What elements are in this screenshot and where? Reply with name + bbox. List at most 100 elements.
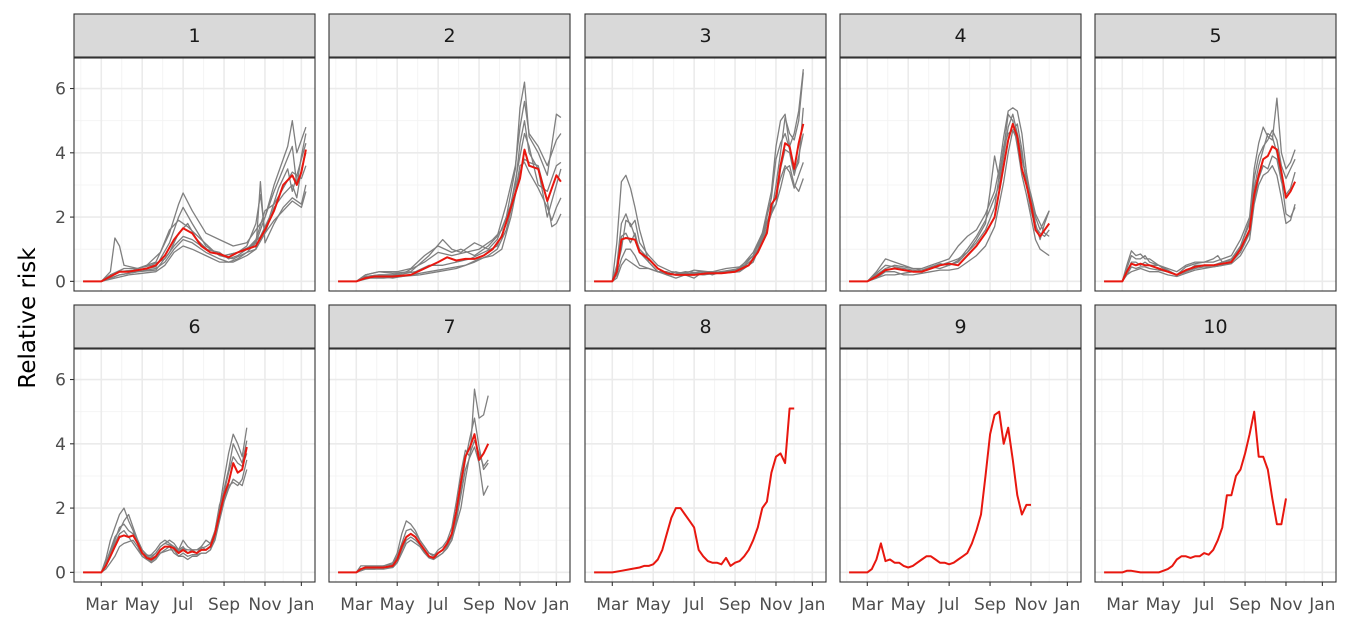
- facet-strip-label: 7: [443, 316, 455, 338]
- facet-strip: [328, 304, 571, 349]
- panel-border: [839, 57, 1082, 292]
- x-tick-label: Sep: [974, 595, 1006, 615]
- facet-strip: [839, 13, 1082, 58]
- sample-series-line-3: [594, 162, 804, 283]
- y-tick-label: 4: [55, 144, 66, 164]
- sample-series-line-1: [83, 120, 307, 283]
- mean-series-line: [1104, 145, 1297, 283]
- x-tick-label: Sep: [463, 595, 495, 615]
- plot-background: [840, 58, 1081, 291]
- facet-panel-2: 2: [328, 13, 571, 292]
- facet-strip-label: 8: [699, 316, 711, 338]
- facet-strip: [1094, 304, 1337, 349]
- y-tick-label: 4: [55, 435, 66, 455]
- x-tick-label: Jan: [1053, 595, 1080, 615]
- sample-series-line-5: [849, 113, 1050, 283]
- facet-strip-label: 6: [188, 316, 200, 338]
- facet-strip-label: 4: [954, 25, 966, 47]
- facet-panel-6: 6 0 2 4 6 Mar May Jul Sep Nov Jan: [55, 304, 316, 615]
- x-tick-label: Mar: [596, 595, 628, 615]
- y-tick-label: 0: [55, 563, 66, 583]
- plot-background: [329, 58, 570, 291]
- facet-strip: [1094, 13, 1337, 58]
- y-axis-title: Relative risk: [15, 247, 41, 389]
- sample-series-line-6: [338, 132, 562, 283]
- y-tick-label: 2: [55, 208, 66, 228]
- x-tick-label: Nov: [1014, 595, 1047, 615]
- sample-series-line-5: [338, 161, 562, 283]
- sample-series-line-1: [1104, 97, 1296, 283]
- x-tick-label: May: [125, 595, 160, 615]
- x-tick-label: Nov: [503, 595, 536, 615]
- mean-series-line: [338, 148, 562, 283]
- facet-panel-8: 8 Mar May Jul Sep Nov Jan: [584, 304, 827, 615]
- x-tick-label: Jul: [683, 595, 705, 615]
- x-tick-label: Nov: [759, 595, 792, 615]
- x-tick-label: Jan: [798, 595, 825, 615]
- sample-series-line-2: [849, 113, 1050, 283]
- x-tick-label: Sep: [719, 595, 751, 615]
- panel-border: [328, 348, 571, 583]
- panel-border: [839, 348, 1082, 583]
- x-tick-label: Jul: [938, 595, 960, 615]
- sample-series-line-6: [594, 107, 804, 283]
- x-tick-label: Sep: [208, 595, 240, 615]
- facet-panel-5: 5: [1094, 13, 1337, 292]
- facet-strip: [584, 13, 827, 58]
- x-tick-label: Jan: [287, 595, 314, 615]
- x-tick-label: May: [380, 595, 415, 615]
- x-tick-label: Sep: [1229, 595, 1261, 615]
- plot-background: [1095, 58, 1336, 291]
- facet-panel-4: 4: [839, 13, 1082, 292]
- plot-background: [329, 349, 570, 582]
- panel-border: [1094, 57, 1337, 292]
- mean-series-line: [338, 433, 490, 574]
- x-tick-label: Mar: [851, 595, 883, 615]
- x-tick-label: Nov: [1269, 595, 1302, 615]
- panel-border: [1094, 348, 1337, 583]
- y-tick-label: 6: [55, 80, 66, 100]
- x-tick-label: Mar: [85, 595, 117, 615]
- mean-series-line: [83, 149, 307, 283]
- mean-series-line: [1104, 410, 1287, 574]
- facet-strip: [328, 13, 571, 58]
- x-tick-label: Nov: [248, 595, 281, 615]
- facet-strip-label: 1: [188, 25, 200, 47]
- x-tick-label: Jul: [1193, 595, 1215, 615]
- facet-strip: [73, 13, 316, 58]
- x-tick-label: May: [891, 595, 926, 615]
- facet-strip-label: 10: [1203, 316, 1227, 338]
- panel-border: [73, 57, 316, 292]
- y-tick-label: 2: [55, 499, 66, 519]
- mean-series-line: [594, 123, 805, 283]
- mean-series-line: [83, 446, 248, 574]
- x-tick-label: May: [1146, 595, 1181, 615]
- x-tick-label: Jul: [427, 595, 449, 615]
- plot-background: [840, 349, 1081, 582]
- x-tick-label: Mar: [340, 595, 372, 615]
- sample-series-line-1: [338, 81, 562, 283]
- plot-background: [74, 58, 315, 291]
- panel-border: [73, 348, 316, 583]
- sample-series-line-1: [83, 427, 248, 574]
- sample-series-line-4: [1104, 129, 1296, 283]
- sample-series-line-5: [594, 165, 804, 283]
- facet-panel-3: 3: [584, 13, 827, 292]
- panel-border: [328, 57, 571, 292]
- sample-series-line-5: [1104, 155, 1296, 283]
- facet-strip: [73, 304, 316, 349]
- x-tick-label: Jan: [1308, 595, 1335, 615]
- y-tick-label: 0: [55, 272, 66, 292]
- facet-strip-label: 5: [1209, 25, 1221, 47]
- facet-strip: [839, 304, 1082, 349]
- sample-series-line-4: [338, 100, 562, 283]
- facet-strip-label: 9: [954, 316, 966, 338]
- x-tick-label: May: [636, 595, 671, 615]
- mean-series-line: [594, 407, 795, 574]
- facet-panel-9: 9 Mar May Jul Sep Nov Jan: [839, 304, 1082, 615]
- mean-series-line: [849, 122, 1051, 283]
- x-tick-label: Jan: [542, 595, 569, 615]
- sample-series-line-6: [83, 191, 307, 283]
- facet-strip-label: 2: [443, 25, 455, 47]
